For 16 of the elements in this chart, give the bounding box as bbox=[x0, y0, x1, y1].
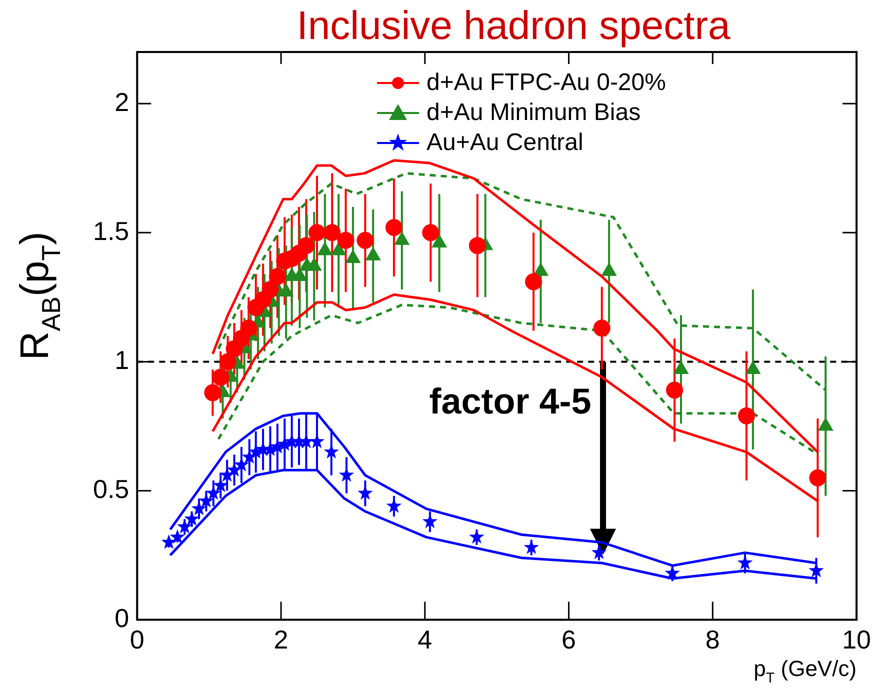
x-tick-label: 4 bbox=[418, 624, 432, 655]
y-tick-label: 0.5 bbox=[92, 474, 130, 504]
legend-label: d+Au FTPC-Au 0-20% bbox=[426, 69, 666, 97]
y-tick-label: 1 bbox=[114, 344, 130, 375]
y-tick-label: 1.5 bbox=[92, 216, 130, 246]
chart-title: Inclusive hadron spectra bbox=[296, 4, 732, 49]
y-axis-title: RAB(pT) bbox=[13, 232, 66, 360]
x-tick-label: 6 bbox=[562, 624, 576, 655]
annotation: factor 4-5 bbox=[429, 380, 592, 422]
legend-label: d+Au Minimum Bias bbox=[426, 99, 641, 127]
y-tick-label: 0 bbox=[114, 602, 130, 633]
x-tick-label: 10 bbox=[842, 624, 871, 655]
legend-label: Au+Au Central bbox=[426, 129, 584, 157]
x-tick-label: 8 bbox=[705, 624, 720, 655]
y-tick-label: 2 bbox=[114, 86, 130, 117]
x-tick-label: 2 bbox=[274, 624, 288, 655]
